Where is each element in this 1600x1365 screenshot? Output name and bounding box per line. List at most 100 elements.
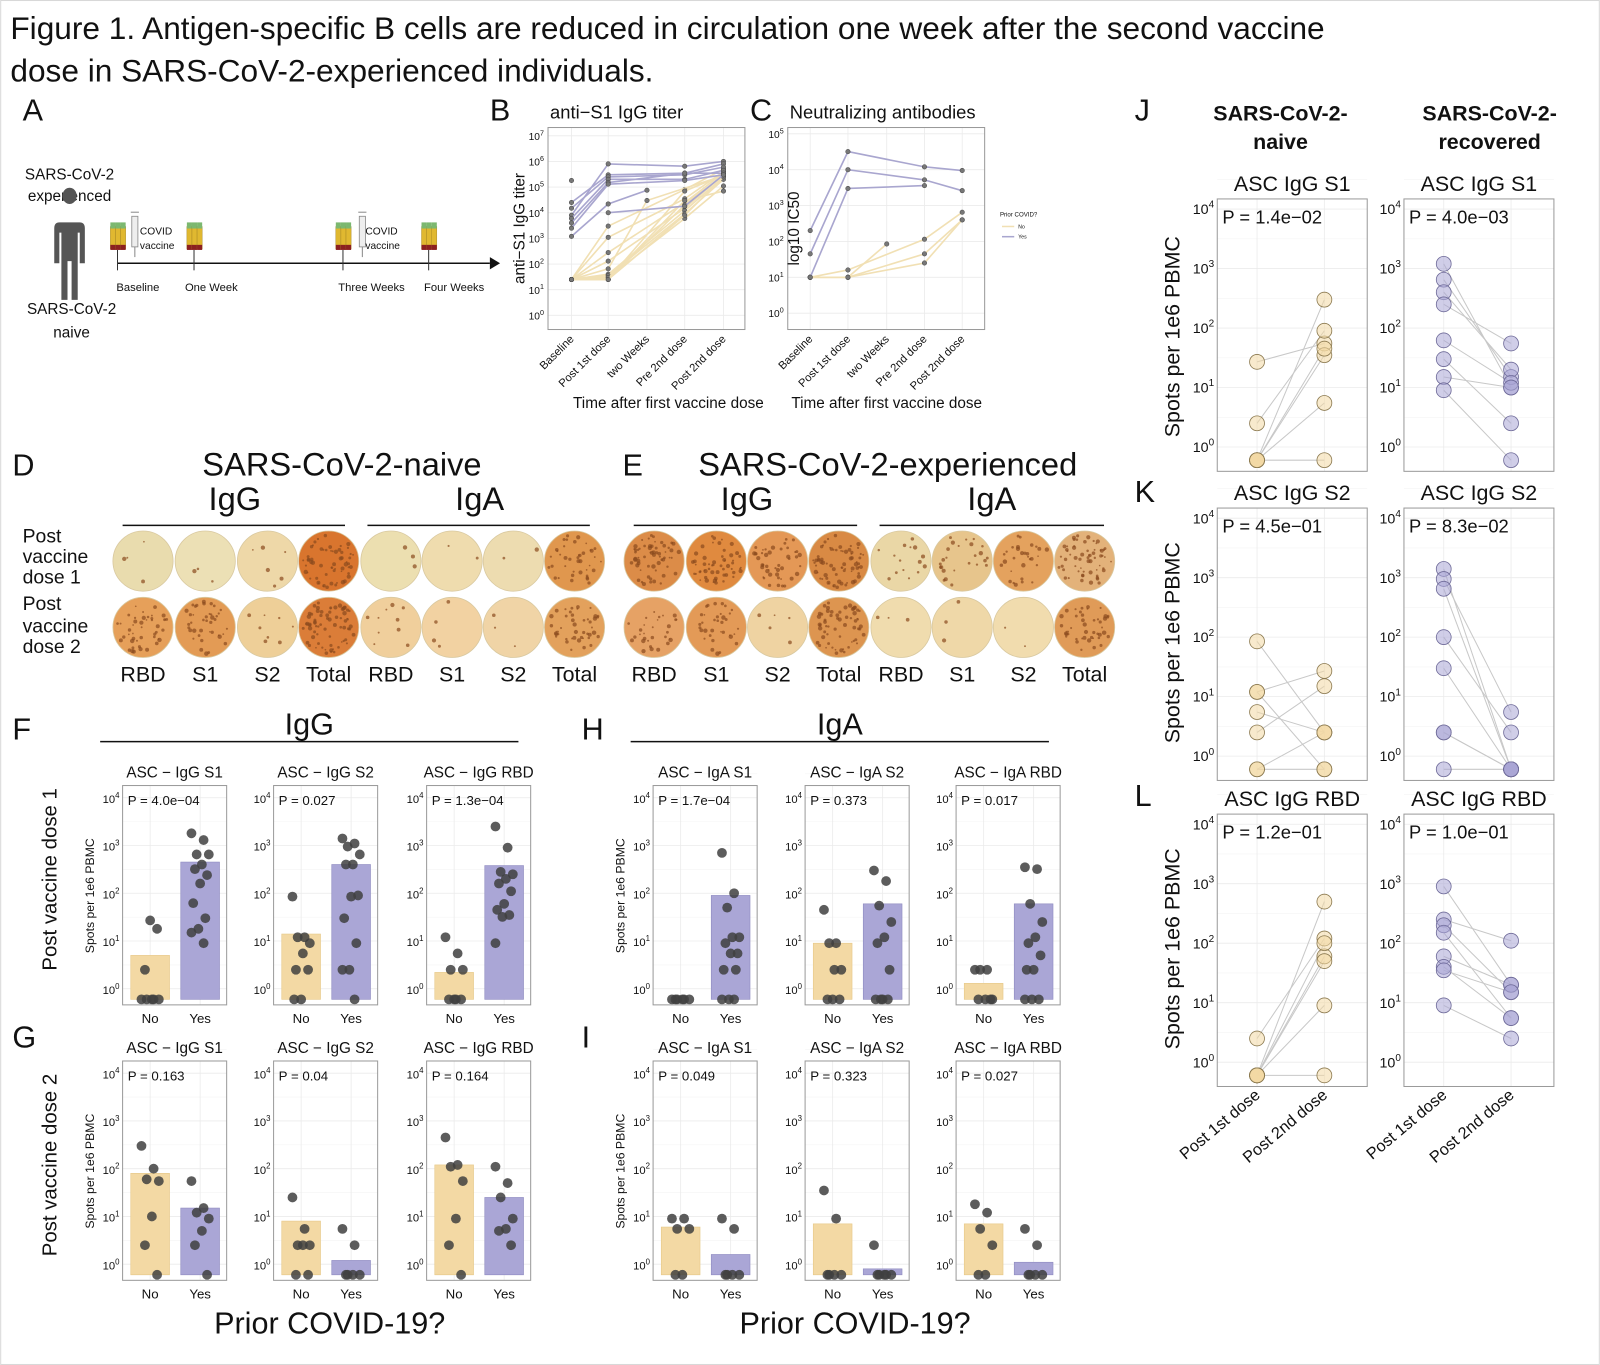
x-axis-title: Prior COVID-19?: [214, 1306, 445, 1340]
data-point: [1030, 932, 1041, 943]
pair-line: [1256, 691, 1325, 770]
y-axis-title: Spots per 1e6 PBMC: [1161, 848, 1185, 1049]
data-point: [882, 994, 893, 1005]
p-value-label: P = 1.2e−01: [1222, 822, 1322, 843]
data-point: [819, 904, 829, 915]
data-point: [734, 932, 745, 943]
elispot-well: [747, 530, 809, 592]
data-point: [1316, 663, 1333, 679]
data-point: [682, 203, 688, 209]
plot-frame: [804, 1060, 910, 1281]
y-axis-title: Spots per 1e6 PBMC: [614, 1114, 628, 1229]
data-point: [1435, 962, 1452, 979]
data-point: [146, 1211, 157, 1222]
bar-no: [812, 1223, 853, 1276]
data-point: [881, 876, 891, 886]
antigen-label: S1: [439, 662, 465, 686]
timepoint-label: Three Weeks: [338, 282, 405, 294]
group-title: SARS-CoV-2-experienced: [698, 445, 1077, 482]
antigen-label: RBD: [368, 662, 413, 686]
x-axis-title: Time after first vaccine dose: [791, 395, 982, 412]
p-value-label: P = 4.5e−01: [1222, 516, 1322, 537]
pair-line: [1443, 1004, 1512, 1039]
p-value-label: P = 4.0e−04: [128, 793, 200, 808]
chart-title: ASC IgG S2: [1234, 481, 1351, 505]
pair-line: [1443, 932, 1512, 1019]
panel-label-d: D: [12, 448, 34, 482]
data-point: [299, 1223, 310, 1234]
data-point: [568, 178, 574, 184]
x-tick-label: Yes: [493, 1011, 515, 1026]
data-point: [449, 994, 460, 1005]
elispot-well: [360, 530, 422, 592]
p-value-label: P = 0.163: [128, 1068, 185, 1083]
elispot-well: [174, 530, 236, 592]
data-point: [354, 1269, 365, 1280]
data-point: [677, 1269, 688, 1280]
series-line-yes: [809, 168, 963, 255]
pair-line: [1443, 955, 1512, 986]
elispot-well: [685, 596, 747, 658]
row-label: Post vaccine dose 1: [39, 788, 61, 971]
chart-f-3: [426, 773, 532, 1006]
data-point: [921, 183, 927, 189]
plot-frame: [1403, 198, 1555, 472]
data-point: [186, 828, 197, 839]
data-point: [605, 250, 611, 256]
chart-j-2: [1403, 179, 1555, 472]
data-point: [346, 891, 357, 902]
data-point: [1316, 761, 1333, 778]
data-point: [644, 197, 650, 203]
x-tick-label: Yes: [340, 1011, 362, 1026]
row-label: dose 2: [23, 636, 81, 658]
elispot-well: [236, 530, 298, 592]
data-point: [445, 1161, 456, 1172]
row-label: Post vaccine dose 2: [39, 1074, 61, 1257]
data-point: [1316, 1067, 1333, 1084]
data-point: [921, 236, 927, 242]
data-point: [869, 1240, 879, 1251]
data-point: [836, 964, 847, 975]
pair-line: [1256, 942, 1325, 1076]
data-point: [444, 1240, 454, 1251]
group-title: SARS-CoV-2-: [1422, 101, 1556, 125]
data-point: [1503, 379, 1519, 396]
data-point: [292, 932, 303, 943]
x-tick-label: Yes: [872, 1287, 894, 1302]
data-point: [190, 864, 200, 875]
row-label: vaccine: [23, 546, 89, 568]
plot-frame: [1216, 198, 1368, 472]
data-point: [568, 225, 574, 231]
x-tick-label: Yes: [189, 1011, 211, 1026]
data-point: [644, 187, 650, 193]
data-point: [202, 870, 212, 880]
data-point: [457, 1176, 468, 1186]
data-point: [730, 964, 741, 975]
chart-title: ASC − IgG S2: [277, 1040, 374, 1057]
chart-g-1: [122, 1049, 228, 1281]
pair-line: [1443, 667, 1512, 770]
chart-title: ASC − IgA S2: [810, 764, 904, 781]
data-point: [886, 1269, 897, 1280]
p-value-label: P = 1.7e−04: [658, 793, 730, 808]
antigen-label: RBD: [632, 662, 677, 686]
data-point: [140, 964, 150, 975]
data-point: [190, 1240, 200, 1251]
pair-line: [1443, 291, 1512, 370]
data-point: [456, 1269, 466, 1280]
data-point: [831, 1213, 842, 1224]
group-title: recovered: [1438, 130, 1540, 154]
elispot-well: [1054, 596, 1116, 658]
chart-k-1: [1216, 488, 1368, 781]
data-point: [568, 220, 574, 226]
data-point: [502, 842, 513, 853]
legend-title: Prior COVID?: [1000, 211, 1038, 218]
data-point: [499, 898, 510, 909]
series-line-yes: [570, 172, 724, 224]
data-point: [886, 917, 897, 927]
data-point: [1435, 660, 1452, 677]
isotype-header: IgA: [817, 708, 864, 742]
bar-no: [281, 933, 321, 1000]
data-point: [1030, 1269, 1041, 1280]
